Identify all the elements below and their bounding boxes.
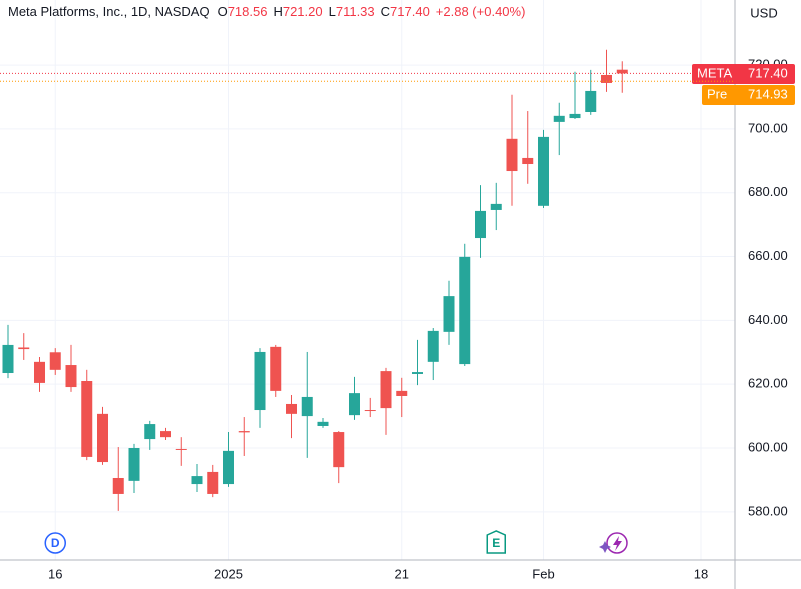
ohlc-key: H [273,4,283,19]
ohlc-value: 711.33 [335,4,375,19]
candle-body [364,410,376,412]
candle-body [443,296,455,332]
candle-body [18,347,30,350]
y-tick-label: 600.00 [748,439,788,454]
ohlc-key: C [380,4,391,19]
candle-body [616,69,628,74]
ohlc-key: L [328,4,336,19]
candle-body [223,450,234,485]
earnings-label: E [492,536,500,550]
price-label-box [692,64,795,84]
change: +2.88 (+0.40%) [435,4,526,19]
price-label-value: 714.93 [748,86,788,101]
candle-body [490,203,502,210]
ohlc-value: 717.40 [390,4,430,19]
x-tick-label: 2025 [214,566,243,581]
y-tick-label: 660.00 [748,248,788,263]
candle-body [160,431,171,438]
candle-body [475,210,486,239]
header: Meta Platforms, Inc., 1D, NASDAQ O718.56 H… [8,4,531,19]
candle-body [97,413,108,463]
y-tick-label: 620.00 [748,376,788,391]
candle-body [427,330,439,362]
candle-body [553,115,565,122]
candle-body [380,371,392,409]
price-label-value: 717.40 [748,65,788,80]
candle-body [191,476,203,485]
dividend-label: D [51,536,60,550]
candle-body [207,471,219,494]
price-label-name: META [697,65,732,80]
price-label-name: Pre [707,86,727,101]
candle-body [569,113,581,119]
dividend-marker [44,532,66,554]
candle-body [286,403,297,414]
candle-body [349,393,360,416]
currency: USD [750,5,777,20]
candle-body [412,372,423,374]
candle-body [81,380,93,457]
candle-body [317,421,329,426]
ohlc-key: O [217,4,228,19]
y-tick-label: 640.00 [748,312,788,327]
earnings-marker [486,530,506,554]
x-tick-label: 18 [694,566,708,581]
candle-body [175,448,187,450]
candle-body [65,365,77,388]
symbol-title: Meta Platforms, Inc., 1D, NASDAQ [8,4,210,19]
candle-body [112,477,124,494]
news-bolt [613,536,622,551]
candle-body [522,157,534,165]
candle-body [601,74,612,83]
candle-body [34,361,45,383]
candle-body [270,346,282,391]
y-tick-label: 680.00 [748,184,788,199]
candle-body [396,390,408,396]
candle-body [238,431,250,433]
price-label-box [702,85,795,105]
candle-body [301,396,313,417]
y-tick-label: 700.00 [748,120,788,135]
candle-body [2,344,14,374]
y-tick-label: 580.00 [748,503,788,518]
candle-body [49,352,61,370]
candle-body [333,432,345,468]
candle-body [128,448,140,481]
ohlc-value: 718.56 [227,4,268,19]
x-tick-label: 16 [48,566,62,581]
candle-body [459,256,471,365]
x-tick-label: 21 [395,566,409,581]
ohlc-value: 721.20 [282,4,323,19]
news-spark [599,541,611,553]
candle-body [585,90,597,112]
candle-body [538,136,549,206]
candle-body [144,424,156,440]
x-tick-label: Feb [532,566,554,581]
candle-body [254,351,266,411]
candle-body [506,138,518,172]
